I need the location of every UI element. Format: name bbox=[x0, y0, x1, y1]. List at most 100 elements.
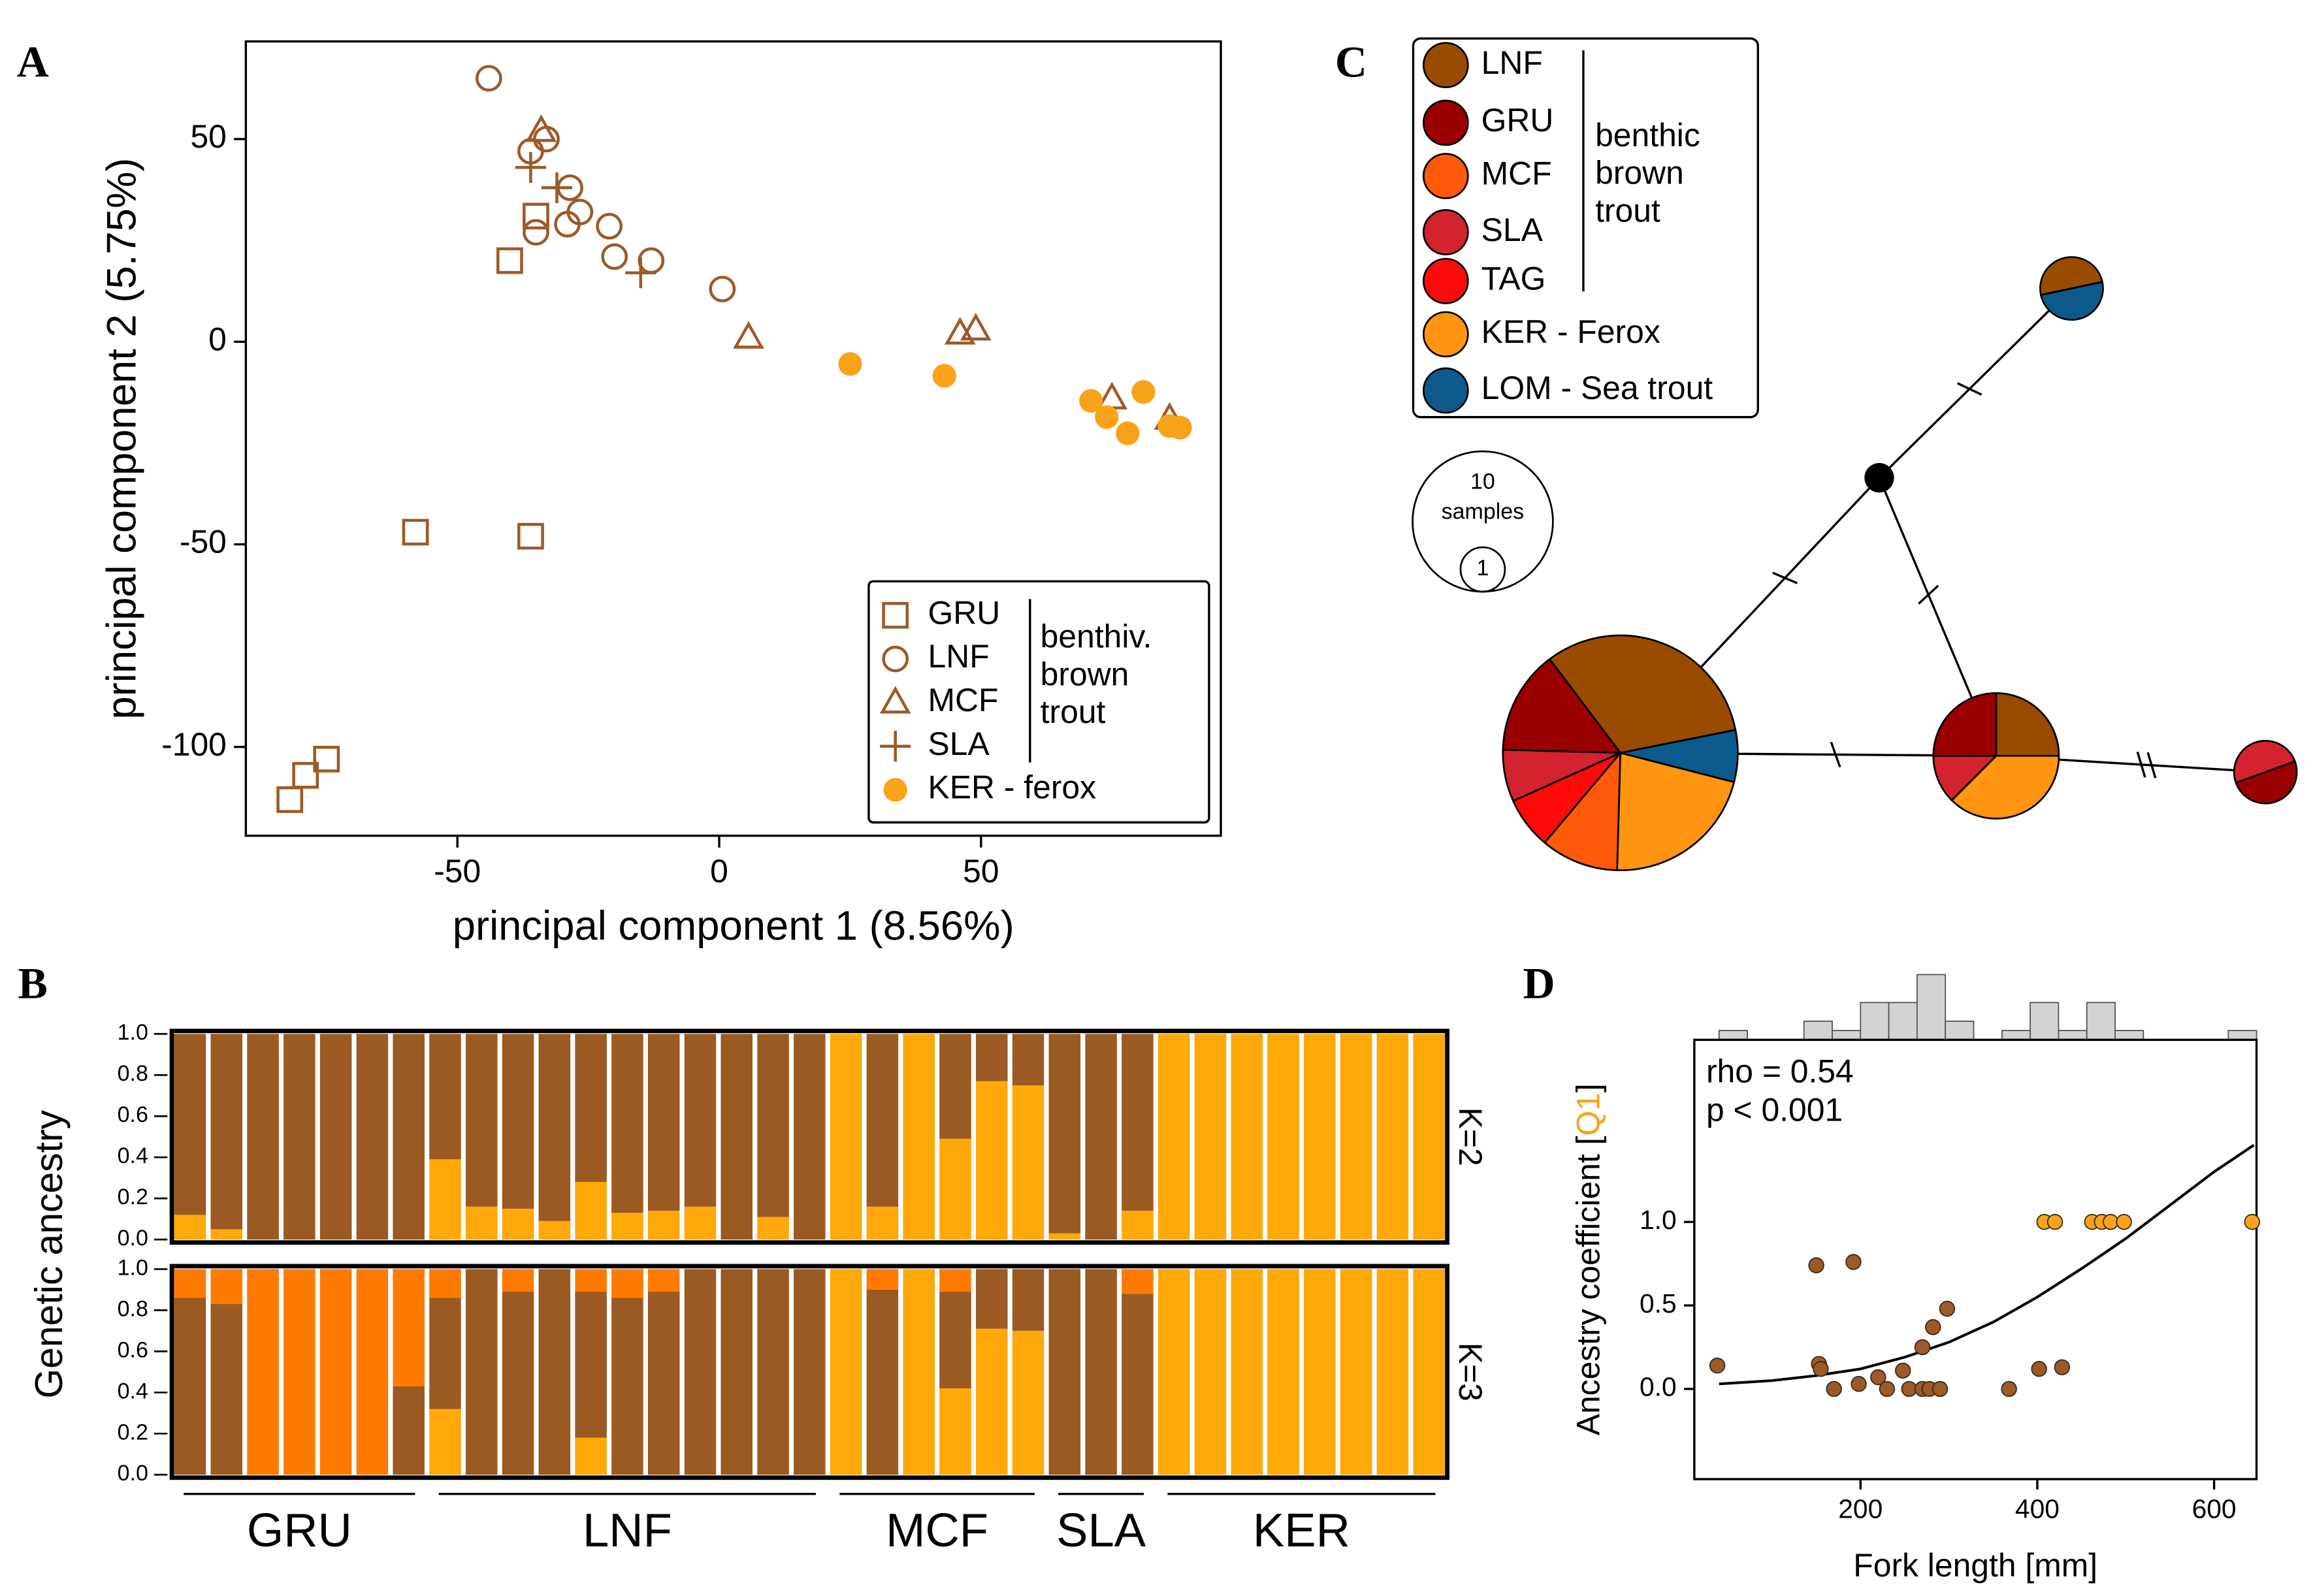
pie-slice bbox=[1616, 752, 1736, 871]
data-point bbox=[276, 786, 304, 813]
plot-frame bbox=[1693, 1038, 2258, 1480]
legend-group-label: brown bbox=[1041, 656, 1129, 692]
y-tick-label: 0.0 bbox=[1640, 1372, 1677, 1402]
annotation: p < 0.001 bbox=[1706, 1091, 1843, 1128]
ancestry-segment bbox=[720, 1034, 753, 1240]
data-point bbox=[1870, 1369, 1886, 1386]
ancestry-segment bbox=[1157, 1269, 1190, 1475]
pie-slice bbox=[1932, 755, 1998, 801]
pie-slice bbox=[2040, 281, 2104, 321]
y-tick-label: -50 bbox=[180, 524, 227, 560]
mutation-tick bbox=[2146, 752, 2157, 778]
ancestry-segment bbox=[356, 1269, 389, 1475]
data-point bbox=[601, 243, 628, 270]
histogram-bar bbox=[1832, 1030, 1862, 1041]
ancestry-segment bbox=[1085, 1269, 1117, 1475]
y-axis-label: Ancestry coefficient [Q1] bbox=[1570, 1083, 1606, 1435]
y-axis-label: Genetic ancestry bbox=[28, 1109, 71, 1398]
size-legend-value: 10 bbox=[1470, 469, 1495, 494]
y-tick-label: 0.2 bbox=[118, 1185, 148, 1209]
ancestry-segment bbox=[1267, 1269, 1299, 1475]
ancestry-segment bbox=[1048, 1233, 1081, 1240]
ancestry-segment bbox=[1085, 1034, 1117, 1240]
data-point bbox=[475, 65, 502, 92]
y-axis-label-part: Q1 bbox=[1570, 1093, 1606, 1136]
x-axis-label: Fork length [mm] bbox=[1853, 1547, 2097, 1584]
ancestry-segment bbox=[794, 1269, 826, 1475]
x-axis-label: principal component 1 (8.56%) bbox=[453, 903, 1014, 949]
y-tick-label: 1.0 bbox=[1640, 1205, 1677, 1235]
row-label: K=3 bbox=[1452, 1343, 1489, 1401]
ancestry-segment bbox=[210, 1034, 243, 1230]
ancestry-segment bbox=[976, 1269, 1008, 1329]
y-tick-label: 0.8 bbox=[118, 1061, 148, 1086]
ancestry-segment bbox=[1122, 1294, 1154, 1475]
y-axis-label: principal component 2 (5.75%) bbox=[99, 158, 144, 720]
ancestry-segment bbox=[647, 1292, 680, 1475]
ancestry-segment bbox=[976, 1034, 1008, 1081]
ancestry-segment bbox=[1340, 1034, 1372, 1240]
histogram-bar bbox=[2086, 1002, 2116, 1041]
legend-group-label: trout bbox=[1595, 192, 1660, 229]
data-point bbox=[1914, 1339, 1931, 1356]
ancestry-segment bbox=[611, 1034, 643, 1213]
plot-frame bbox=[244, 40, 1222, 837]
ancestry-segment bbox=[1413, 1269, 1445, 1475]
y-tick-label: 0.0 bbox=[118, 1226, 148, 1251]
ancestry-segment bbox=[866, 1289, 899, 1475]
ancestry-segment bbox=[538, 1034, 571, 1221]
size-legend-value: 1 bbox=[1476, 556, 1489, 581]
ancestry-segment bbox=[939, 1388, 971, 1475]
ancestry-segment bbox=[174, 1269, 206, 1298]
data-point bbox=[1095, 405, 1119, 429]
y-tick-label: 50 bbox=[190, 118, 226, 155]
ancestry-segment bbox=[611, 1298, 643, 1475]
ancestry-segment bbox=[1231, 1269, 1263, 1475]
x-tick-label: 0 bbox=[710, 853, 728, 889]
ancestry-segment bbox=[1012, 1330, 1044, 1475]
data-point bbox=[932, 364, 956, 388]
ancestry-segment bbox=[538, 1221, 571, 1240]
histogram-bar bbox=[2058, 1030, 2088, 1041]
ancestry-segment bbox=[466, 1034, 498, 1207]
y-tick-label: 0.0 bbox=[118, 1461, 148, 1486]
legend-label: TAG bbox=[1481, 261, 1546, 297]
ancestry-segment bbox=[174, 1298, 206, 1475]
ancestry-segment bbox=[903, 1269, 935, 1475]
data-point bbox=[1813, 1361, 1829, 1377]
ancestry-segment bbox=[684, 1034, 717, 1207]
data-point bbox=[1826, 1381, 1842, 1397]
group-label: GRU bbox=[247, 1504, 352, 1557]
ancestry-segment bbox=[502, 1292, 534, 1475]
data-point bbox=[1131, 380, 1156, 404]
ancestry-segment bbox=[247, 1269, 279, 1475]
panel-letter: C bbox=[1335, 37, 1367, 87]
data-point bbox=[1096, 381, 1128, 409]
ancestry-segment bbox=[466, 1206, 498, 1240]
data-point bbox=[517, 522, 544, 550]
ancestry-segment bbox=[575, 1181, 607, 1240]
y-tick-label: 0.5 bbox=[1640, 1288, 1677, 1318]
data-point bbox=[2001, 1381, 2017, 1397]
ancestry-segment bbox=[976, 1328, 1008, 1475]
legend-marker bbox=[879, 686, 911, 714]
legend-marker bbox=[1422, 258, 1469, 304]
ancestry-segment bbox=[174, 1034, 206, 1215]
x-tick-label: 600 bbox=[2192, 1493, 2237, 1524]
ancestry-segment bbox=[283, 1269, 315, 1475]
data-point bbox=[2103, 1213, 2119, 1230]
y-tick-label: 1.0 bbox=[118, 1255, 148, 1280]
data-point bbox=[313, 746, 340, 773]
ancestry-segment bbox=[575, 1034, 607, 1182]
pie-slice bbox=[1544, 752, 1621, 871]
group-label: LNF bbox=[583, 1504, 672, 1557]
y-axis-label-part: Ancestry coefficient [ bbox=[1570, 1136, 1606, 1435]
legend-marker bbox=[883, 778, 907, 802]
data-point bbox=[541, 172, 573, 204]
ancestry-segment bbox=[976, 1081, 1008, 1240]
legend-group-label: trout bbox=[1041, 694, 1106, 730]
network-edge bbox=[1878, 287, 2073, 479]
data-point bbox=[1879, 1381, 1896, 1397]
legend-label: LNF bbox=[1481, 44, 1543, 81]
